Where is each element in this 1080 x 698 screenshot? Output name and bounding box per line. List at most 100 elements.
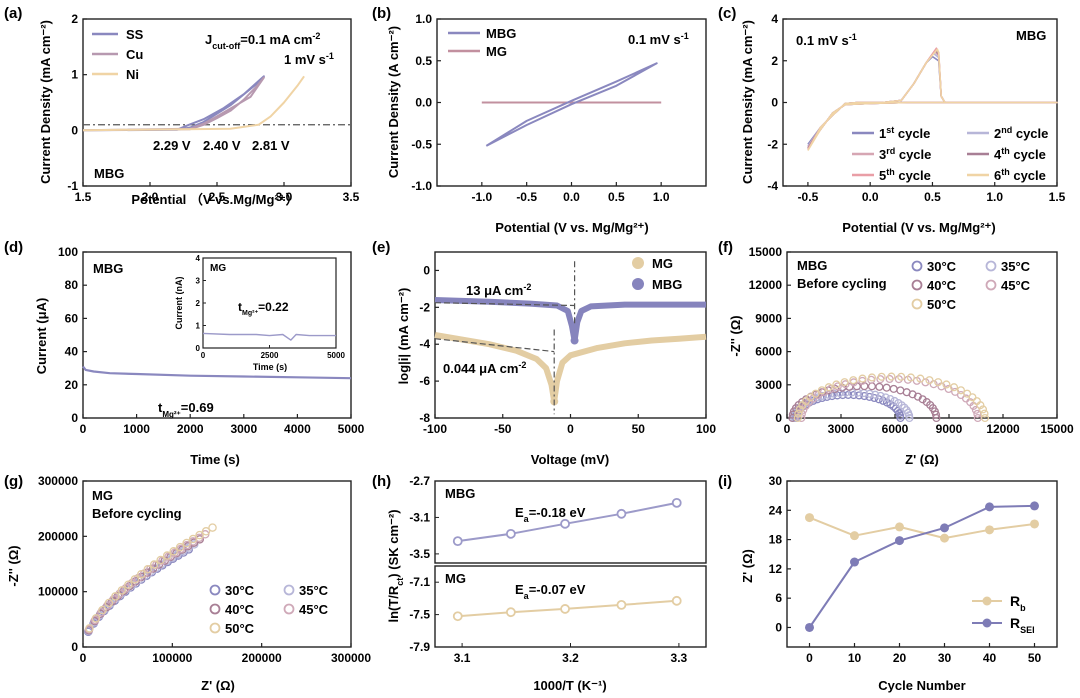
panel-b-series-MBG [485,62,658,147]
panel-e-mbg-point [570,336,579,345]
panel-g-legend-marker [283,584,295,596]
panel-d-inset-ytick-label: 3 [196,277,201,286]
panel-label-f: (f) [718,239,733,256]
panel-c-xtick-label: 1.0 [986,190,1003,204]
panel-f-point [865,389,874,398]
panel-c-legend-4: 5th cycle [879,167,931,183]
panel-h-top-frame [434,480,707,564]
panel-h-ytick-label: -3.5 [409,547,430,561]
panel-d-inset-frame [202,257,337,349]
panel-i-ylabel: Z' (Ω) [740,549,755,583]
panel-f-point [833,382,842,391]
panel-f-ytick-label: 9000 [755,311,782,325]
panel-f-ytick-label: 3000 [755,378,782,392]
panel-f-point [963,389,972,398]
panel-g-ylabel: -Z'' (Ω) [6,545,21,586]
panel-b-ytick-label: 1.0 [415,12,432,26]
panel-e-legend-marker [632,257,644,269]
panel-g-point [175,542,185,552]
panel-i-xtick-label: 0 [806,651,813,665]
panel-g-point [188,534,198,544]
panel-f-frame [786,251,1058,419]
panel-f-point [887,372,896,381]
panel-g-xlabel: Z' (Ω) [201,678,235,693]
panel-e-xtick-label: -100 [423,422,447,436]
panel-a-material: MBG [94,166,124,181]
panel-i-ytick-label: 0 [775,620,782,634]
panel-i-series-Rb [809,516,1035,540]
panel-g-point [130,575,140,584]
panel-f-legend-marker [911,279,923,291]
panel-f-point [876,391,885,400]
panel-f-point [980,409,989,418]
panel-a-onset-ss: 2.40 V [203,138,241,153]
panel-d-inset-series [202,332,336,341]
panel-g-point [170,548,179,557]
panel-h-top-point [616,508,627,519]
panel-g-ytick-label: 300000 [38,474,78,488]
panel-h-bottom-frame [434,565,707,648]
panel-d-inset-ytick-label: 4 [196,254,201,263]
panel-g-point [98,605,107,615]
panel-f-point [944,384,953,394]
panel-f-point [896,413,905,423]
panel-h-top-ea: Ea=-0.18 eV [515,505,586,524]
panel-a-ylabel: Current Density (mA cm⁻²) [38,20,53,184]
panel-a-ytick-label: 2 [71,12,78,26]
panel-f-point [925,376,934,385]
panel-e-ytick-label: 0 [423,263,430,277]
panel-b-xtick-label: 0.5 [608,190,625,204]
panel-f-point [794,409,803,418]
panel-g-legend-marker [209,584,221,596]
panel-a-onset-cu: 2.29 V [153,138,191,153]
panel-e-xlabel: Voltage (mV) [531,452,610,467]
panel-g-xtick-label: 300000 [331,651,371,665]
panel-b-ytick-label: 0.0 [415,96,432,110]
panel-g-point [137,569,146,579]
panel-f-point [849,376,858,385]
panel-g-point [182,538,191,548]
panel-f-legend-4: 50°C [927,297,957,312]
panel-g-legend-2: 40°C [225,602,255,617]
panel-g-xtick-label: 0 [80,651,87,665]
panel-c-legend-2: 3rd cycle [879,146,931,162]
panel-f-point [840,378,849,387]
panel-f-point [824,383,833,392]
panel-b-xtick-label: 0.0 [563,190,580,204]
panel-d-xtick-label: 5000 [338,422,365,436]
panel-i-xtick-label: 20 [893,651,907,665]
panel-i-Rb-point [895,522,904,532]
panel-g-point [111,592,120,601]
panel-f-legend-marker [985,260,997,272]
panel-e-tafel-mg [434,338,555,353]
panel-d-ytick-label: 60 [65,311,79,325]
panel-f-point [871,390,880,399]
panel-d-xtick-label: 2000 [177,422,204,436]
panel-h-xtick-label: 3.3 [671,651,688,665]
panel-h-top-point [505,528,516,539]
panel-i-legend-marker [982,596,992,606]
panel-h-ytick-label: -7.9 [409,640,430,654]
panel-f-point [976,401,985,410]
panel-i-Rb-point [985,525,994,535]
panel-f-ytick-label: 15000 [749,245,783,259]
panel-e-mbg-current: 13 μA cm-2 [466,282,531,298]
panel-e-series-MG [434,332,707,405]
panel-a-series-SS [82,75,265,132]
panel-c-ylabel: Current Density (mA cm⁻²) [740,20,755,184]
panel-a-legend-Cu: Cu [126,47,143,62]
panel-g-legend-0: 30°C [225,583,255,598]
panel-g-legend-4: 50°C [225,621,255,636]
panel-f-xtick-label: 15000 [1040,422,1074,436]
panel-d-inset-xtick-label: 2500 [261,351,279,360]
panel-f-point [875,382,884,391]
panel-f-ytick-label: 6000 [755,345,782,359]
panel-e-legend-MBG: MBG [652,277,682,292]
panel-e-ytick-label: -6 [419,374,430,388]
panel-h-ytick-label: -3.1 [409,510,430,524]
panel-a-onset-ni: 2.81 V [252,138,290,153]
panel-a-xtick-label: 3.5 [343,190,360,204]
panel-i-xtick-label: 30 [938,651,952,665]
panel-b-ytick-label: -1.0 [411,179,432,193]
panel-label-c: (c) [718,5,736,22]
